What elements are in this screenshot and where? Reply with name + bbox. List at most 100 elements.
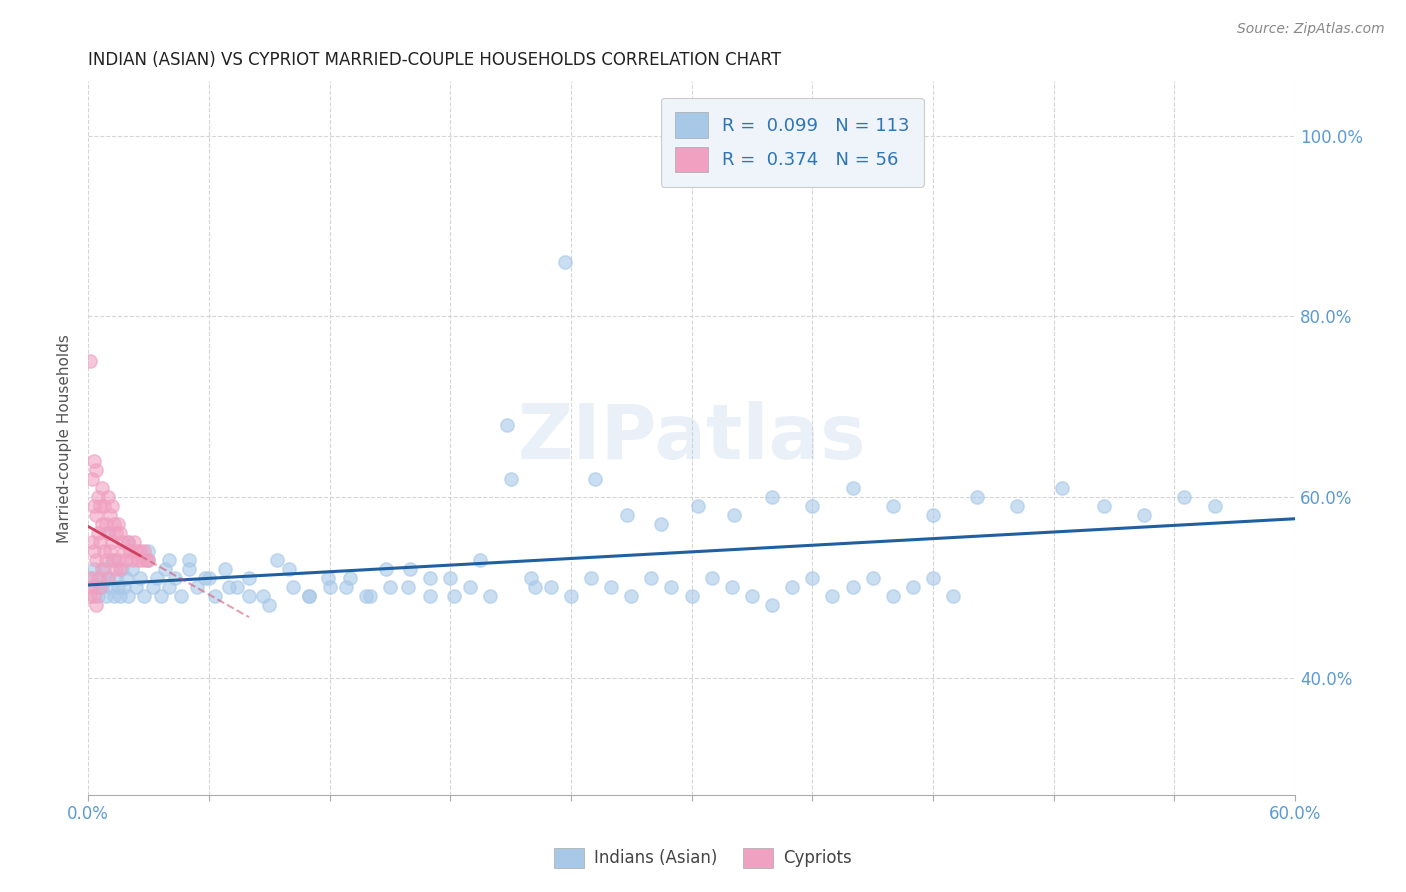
- Point: [177, 553, 200, 567]
- Point: [218, 580, 240, 594]
- Point: [89, 535, 111, 549]
- Point: [107, 553, 129, 567]
- Point: [841, 580, 863, 594]
- Point: [97, 490, 120, 504]
- Point: [91, 562, 114, 576]
- Point: [882, 590, 904, 604]
- Point: [89, 499, 111, 513]
- Point: [129, 544, 152, 558]
- Point: [101, 535, 124, 549]
- Point: [157, 580, 180, 594]
- Point: [399, 562, 422, 576]
- Point: [89, 571, 111, 585]
- Point: [138, 553, 160, 567]
- Point: [298, 590, 321, 604]
- Point: [583, 472, 606, 486]
- Point: [110, 526, 132, 541]
- Point: [98, 508, 121, 522]
- Point: [396, 580, 419, 594]
- Point: [129, 571, 152, 585]
- Point: [238, 590, 260, 604]
- Point: [87, 490, 110, 504]
- Point: [1204, 499, 1226, 513]
- Point: [87, 571, 110, 585]
- Point: [686, 499, 709, 513]
- Point: [97, 526, 120, 541]
- Point: [1133, 508, 1156, 522]
- Point: [257, 599, 280, 613]
- Point: [107, 580, 129, 594]
- Point: [278, 562, 301, 576]
- Point: [110, 562, 132, 576]
- Point: [1050, 481, 1073, 495]
- Point: [443, 590, 465, 604]
- Point: [117, 535, 139, 549]
- Point: [96, 516, 118, 531]
- Point: [115, 553, 138, 567]
- Point: [723, 508, 745, 522]
- Point: [127, 553, 149, 567]
- Point: [115, 571, 138, 585]
- Point: [89, 580, 111, 594]
- Point: [84, 463, 107, 477]
- Point: [700, 571, 723, 585]
- Point: [354, 590, 377, 604]
- Point: [942, 590, 965, 604]
- Point: [226, 580, 249, 594]
- Point: [901, 580, 924, 594]
- Point: [616, 508, 638, 522]
- Point: [801, 499, 824, 513]
- Point: [125, 544, 148, 558]
- Point: [495, 417, 517, 432]
- Point: [103, 590, 125, 604]
- Point: [554, 255, 576, 269]
- Point: [419, 571, 441, 585]
- Point: [134, 544, 156, 558]
- Point: [499, 472, 522, 486]
- Point: [620, 590, 643, 604]
- Point: [101, 499, 124, 513]
- Point: [138, 553, 160, 567]
- Point: [131, 553, 153, 567]
- Text: ZIPatlas: ZIPatlas: [517, 401, 866, 475]
- Point: [87, 590, 110, 604]
- Point: [780, 580, 803, 594]
- Point: [124, 535, 146, 549]
- Point: [91, 481, 114, 495]
- Point: [1007, 499, 1029, 513]
- Point: [83, 454, 105, 468]
- Point: [204, 590, 226, 604]
- Point: [93, 562, 115, 576]
- Point: [105, 526, 128, 541]
- Point: [82, 571, 104, 585]
- Point: [540, 580, 562, 594]
- Point: [111, 535, 134, 549]
- Point: [82, 472, 104, 486]
- Point: [117, 535, 139, 549]
- Point: [761, 599, 783, 613]
- Point: [922, 508, 945, 522]
- Point: [194, 571, 217, 585]
- Point: [523, 580, 546, 594]
- Point: [93, 544, 115, 558]
- Point: [966, 490, 988, 504]
- Point: [560, 590, 582, 604]
- Point: [922, 571, 945, 585]
- Point: [266, 553, 288, 567]
- Point: [419, 590, 441, 604]
- Point: [145, 571, 167, 585]
- Point: [378, 580, 401, 594]
- Point: [97, 526, 120, 541]
- Point: [83, 544, 105, 558]
- Point: [198, 571, 221, 585]
- Point: [238, 571, 260, 585]
- Text: Source: ZipAtlas.com: Source: ZipAtlas.com: [1237, 22, 1385, 37]
- Y-axis label: Married-couple Households: Married-couple Households: [58, 334, 72, 542]
- Point: [103, 516, 125, 531]
- Point: [96, 553, 118, 567]
- Point: [121, 553, 143, 567]
- Point: [841, 481, 863, 495]
- Point: [83, 562, 105, 576]
- Point: [298, 590, 321, 604]
- Point: [82, 580, 104, 594]
